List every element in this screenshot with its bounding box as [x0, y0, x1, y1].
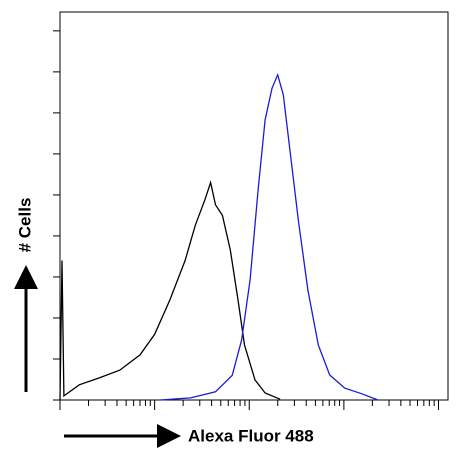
y-axis-label: # Cells: [15, 198, 34, 253]
plot-frame: [59, 11, 449, 401]
histogram-line: [59, 180, 281, 401]
x-axis-label: Alexa Fluor 488: [188, 426, 314, 445]
histogram-line: [159, 72, 379, 401]
